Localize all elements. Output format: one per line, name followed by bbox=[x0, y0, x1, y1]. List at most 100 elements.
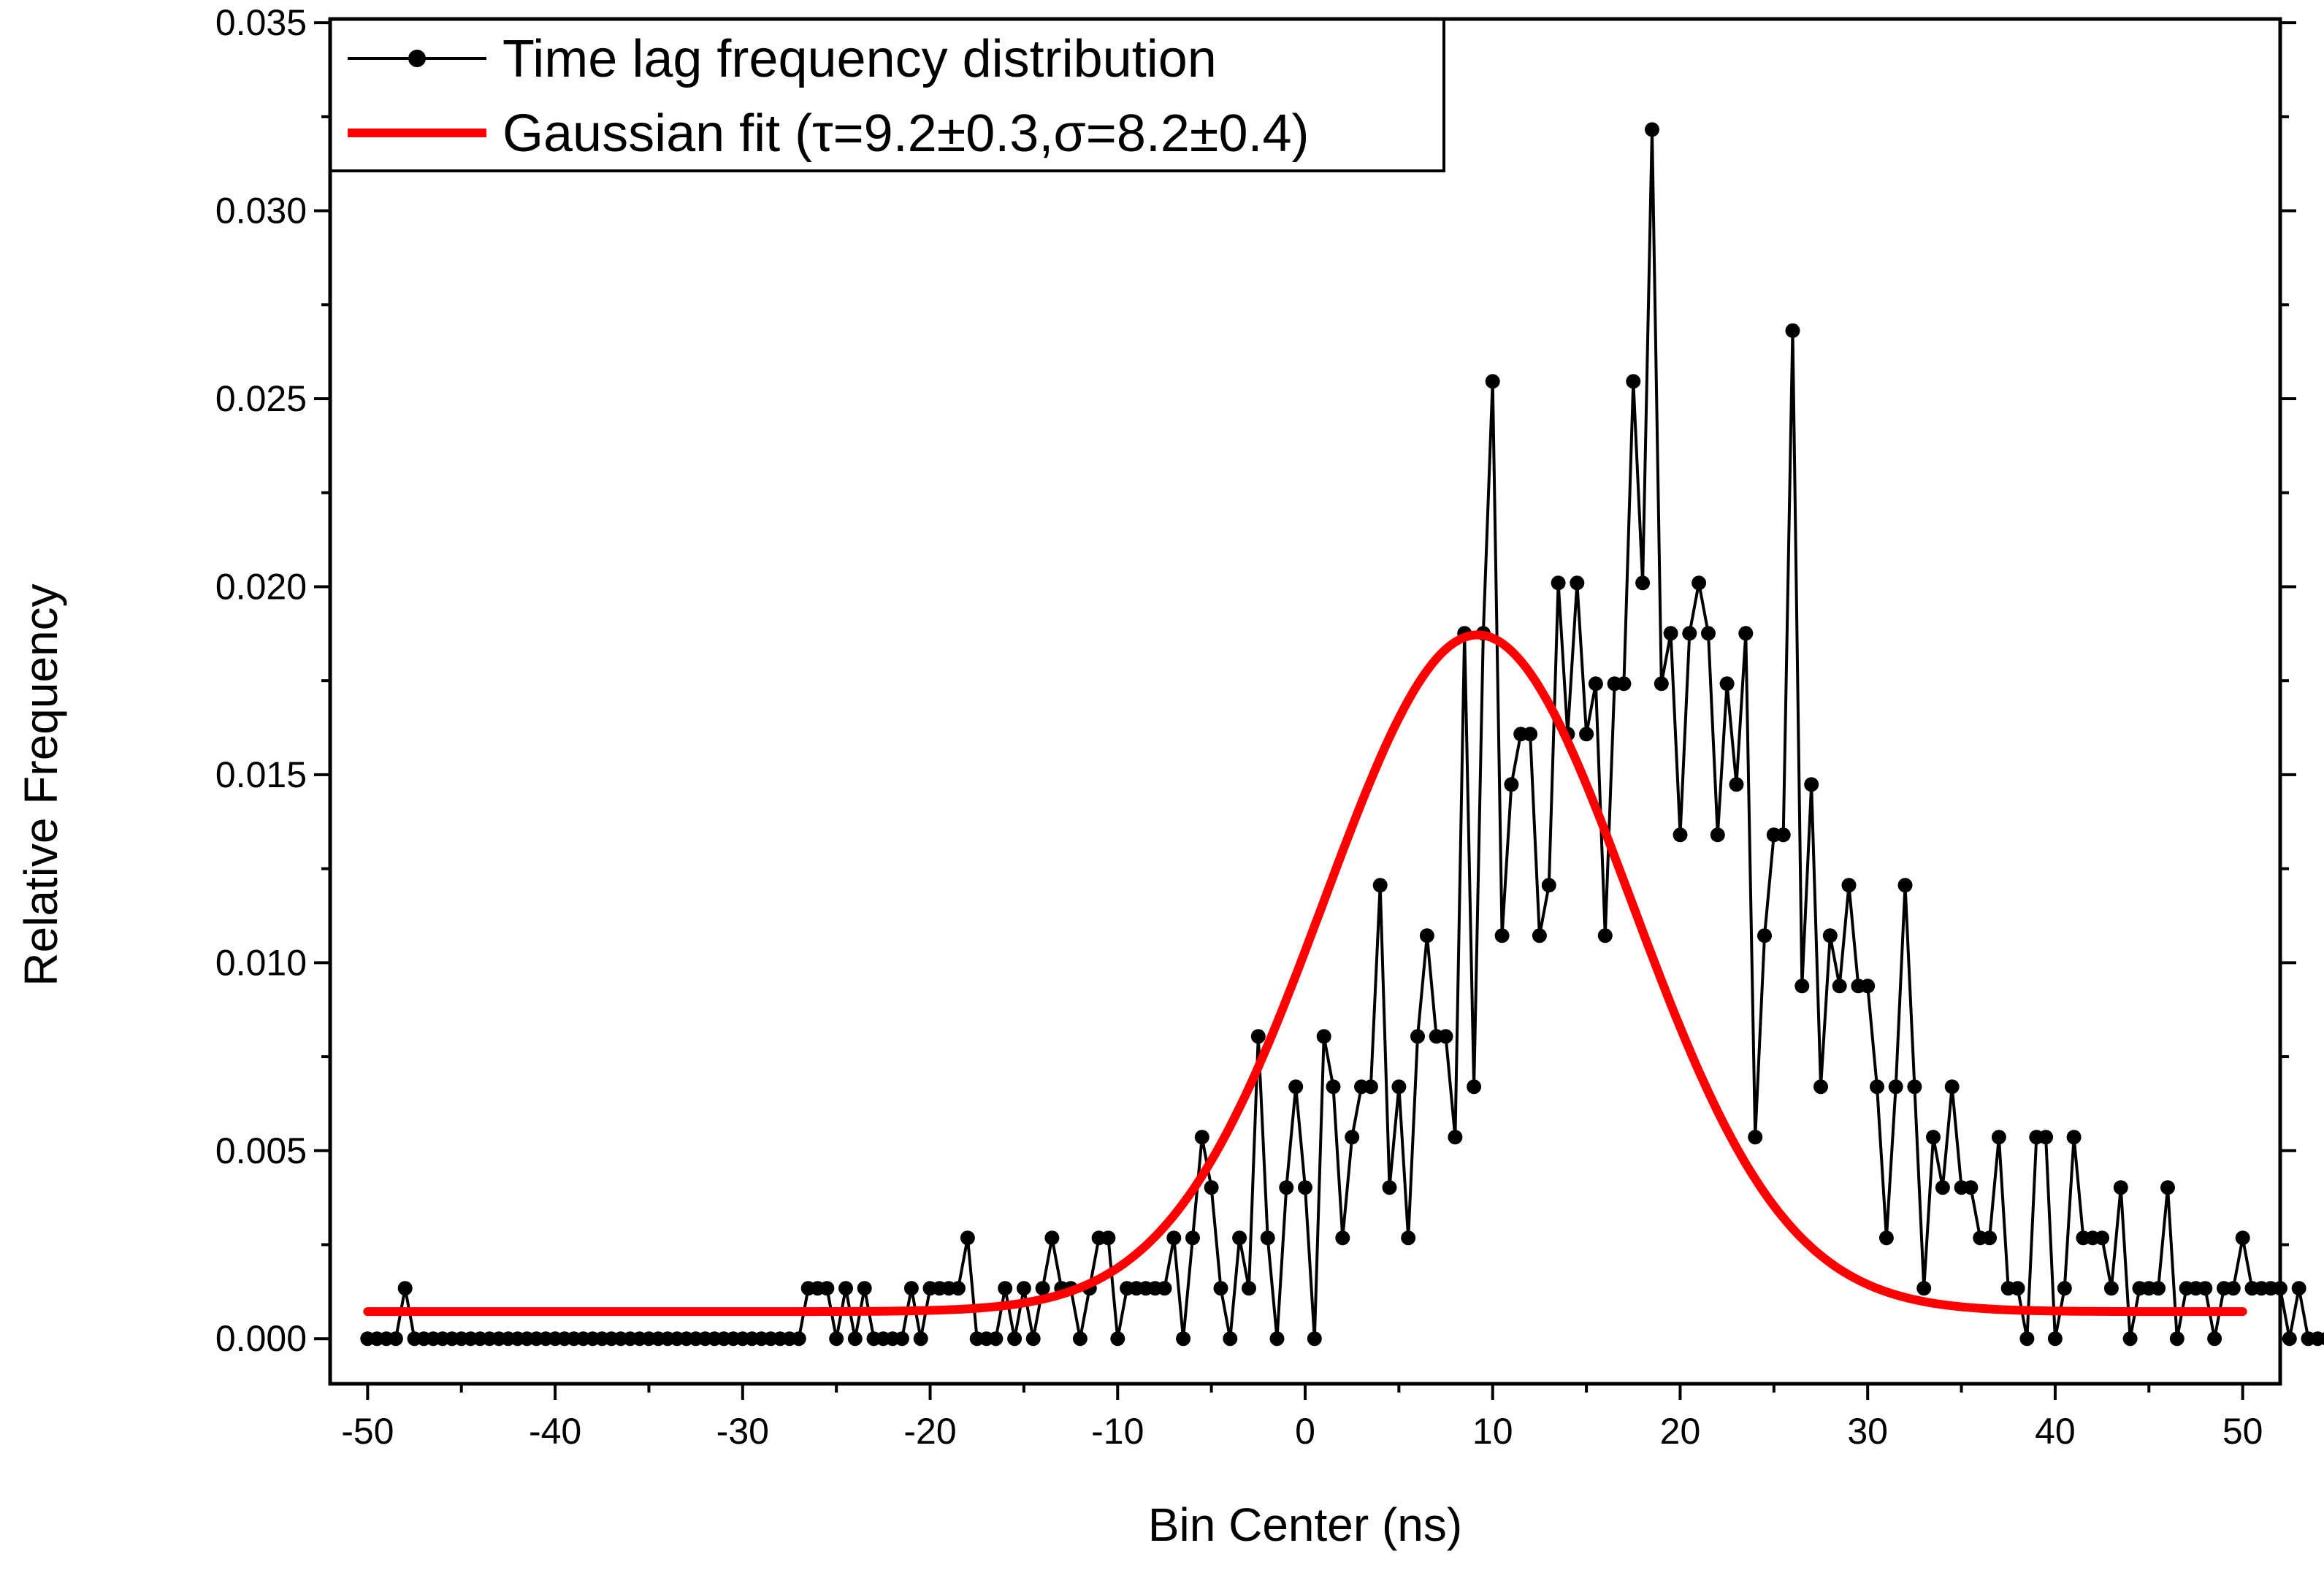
data-point bbox=[1822, 928, 1838, 943]
data-point bbox=[960, 1230, 975, 1246]
series-time-lag bbox=[360, 122, 2324, 1347]
data-point bbox=[1438, 1029, 1453, 1044]
data-point bbox=[1804, 777, 1819, 792]
data-point bbox=[1682, 626, 1697, 641]
y-tick-label: 0.025 bbox=[215, 378, 307, 419]
data-point bbox=[895, 1331, 909, 1347]
data-point bbox=[1007, 1331, 1023, 1347]
data-point bbox=[829, 1331, 844, 1347]
data-point bbox=[2019, 1331, 2035, 1347]
data-point bbox=[1663, 626, 1678, 641]
data-point bbox=[2010, 1281, 2025, 1296]
data-point bbox=[1345, 1130, 1360, 1145]
data-point bbox=[1616, 676, 1632, 692]
data-point bbox=[1963, 1180, 1979, 1195]
data-point bbox=[1382, 1180, 1397, 1195]
data-point bbox=[1335, 1230, 1350, 1246]
data-point bbox=[1110, 1331, 1125, 1347]
data-point bbox=[1250, 1029, 1266, 1044]
data-point bbox=[1279, 1180, 1294, 1195]
data-point bbox=[1269, 1331, 1285, 1347]
data-point bbox=[1878, 1230, 1894, 1246]
data-point bbox=[1841, 878, 1857, 893]
data-point bbox=[1785, 323, 1800, 338]
data-point bbox=[1213, 1281, 1228, 1296]
data-point bbox=[1532, 928, 1547, 943]
x-tick-label: -30 bbox=[716, 1411, 769, 1452]
data-point bbox=[1757, 928, 1772, 943]
data-point bbox=[1410, 1029, 1425, 1044]
data-point bbox=[1570, 575, 1585, 591]
data-point bbox=[1326, 1079, 1341, 1095]
data-point bbox=[1916, 1281, 1932, 1296]
data-point bbox=[1223, 1331, 1238, 1347]
data-point bbox=[1185, 1230, 1200, 1246]
data-point bbox=[1035, 1281, 1050, 1296]
data-point bbox=[988, 1331, 1004, 1347]
data-point bbox=[1363, 1079, 1378, 1095]
y-tick-label: 0.000 bbox=[215, 1318, 307, 1359]
data-point bbox=[1316, 1029, 1331, 1044]
data-point bbox=[1701, 626, 1716, 641]
series-gaussian-fit bbox=[363, 630, 2247, 1317]
legend-label-fit: Gaussian fit (τ=9.2±0.3,σ=8.2±0.4) bbox=[502, 104, 1310, 163]
data-point bbox=[1391, 1079, 1407, 1095]
data-point bbox=[1307, 1331, 1322, 1347]
data-point bbox=[847, 1331, 863, 1347]
data-point bbox=[1748, 1130, 1763, 1145]
data-point bbox=[1044, 1230, 1060, 1246]
data-point bbox=[1870, 1079, 1884, 1095]
data-point bbox=[2207, 1331, 2222, 1347]
data-point bbox=[838, 1281, 853, 1296]
data-point bbox=[1298, 1180, 1312, 1195]
plot-frame bbox=[328, 17, 2282, 1386]
x-tick-label: -40 bbox=[529, 1411, 581, 1452]
x-tick-label: 10 bbox=[1472, 1411, 1513, 1452]
x-tick-label: 20 bbox=[1660, 1411, 1701, 1452]
data-point bbox=[1025, 1331, 1041, 1347]
data-point bbox=[2103, 1281, 2119, 1296]
data-point bbox=[1588, 676, 1603, 692]
y-axis-title: Relative Frequency bbox=[15, 583, 67, 986]
data-point bbox=[1204, 1180, 1219, 1195]
data-point bbox=[2113, 1180, 2128, 1195]
x-tick-label: -50 bbox=[341, 1411, 394, 1452]
y-tick-label: 0.015 bbox=[215, 754, 307, 795]
y-tick-label: 0.020 bbox=[215, 566, 307, 607]
data-point bbox=[1897, 878, 1913, 893]
data-point bbox=[2066, 1130, 2082, 1145]
data-point bbox=[1579, 727, 1594, 742]
data-point bbox=[2095, 1230, 2110, 1246]
data-point bbox=[2160, 1180, 2175, 1195]
x-tick-label: 50 bbox=[2222, 1411, 2263, 1452]
data-point bbox=[1860, 979, 1876, 994]
data-point bbox=[1016, 1281, 1031, 1296]
data-point bbox=[2225, 1281, 2241, 1296]
data-point bbox=[1072, 1331, 1088, 1347]
data-point bbox=[1419, 928, 1434, 943]
x-tick-label: 0 bbox=[1295, 1411, 1315, 1452]
data-point bbox=[1467, 1079, 1482, 1095]
data-point bbox=[1673, 827, 1688, 843]
data-point bbox=[951, 1281, 966, 1296]
y-tick-label: 0.030 bbox=[215, 191, 307, 231]
data-point bbox=[2047, 1331, 2063, 1347]
data-point bbox=[1242, 1281, 1256, 1296]
data-point bbox=[857, 1281, 872, 1296]
data-point bbox=[2038, 1130, 2054, 1145]
data-point bbox=[1448, 1130, 1463, 1145]
data-point bbox=[1645, 122, 1659, 137]
x-tick-label: -10 bbox=[1091, 1411, 1144, 1452]
data-point bbox=[1288, 1079, 1304, 1095]
x-tick-label: 30 bbox=[1847, 1411, 1888, 1452]
data-point bbox=[1504, 777, 1519, 792]
data-point bbox=[1944, 1079, 1960, 1095]
legend: Time lag frequency distribution Gaussian… bbox=[329, 18, 1445, 172]
data-point bbox=[2282, 1331, 2297, 1347]
data-point bbox=[2057, 1281, 2072, 1296]
x-tick-label: -20 bbox=[903, 1411, 956, 1452]
data-point bbox=[1907, 1079, 1922, 1095]
data-point bbox=[1494, 928, 1510, 943]
